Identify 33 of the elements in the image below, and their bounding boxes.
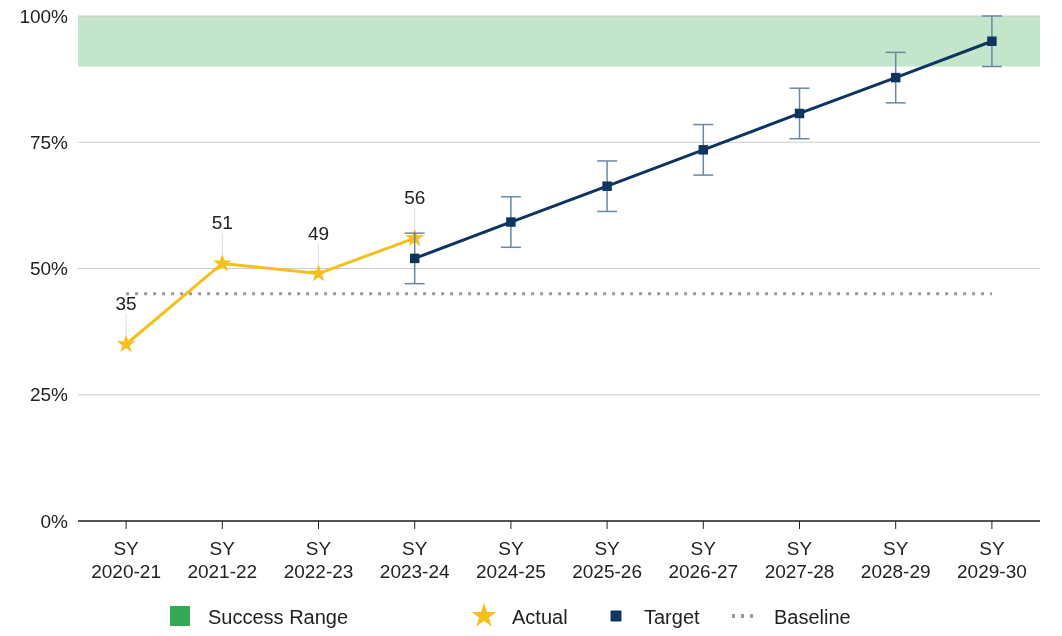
point [116,334,136,353]
point [506,217,516,227]
x-tick-label: SY 2023-24 [379,538,450,582]
legend-label: Target [644,606,701,628]
point [890,72,901,83]
legend-label: Success Range [208,606,349,628]
data-label: 51 [211,212,233,234]
x-tick-label: SY 2029-30 [957,538,1027,582]
data-label: 49 [307,222,330,244]
x-tick-label: SY 2028-29 [860,538,931,582]
point [602,181,612,191]
data-label: 56 [404,187,426,209]
y-tick-label: 0% [40,510,69,532]
x-tick-label: SY 2021-22 [187,538,258,582]
y-tick-label: 50% [29,258,69,280]
point [212,253,232,272]
y-tick-label: 25% [29,384,69,406]
x-tick-label: SY 2024-25 [476,538,546,582]
point [698,145,709,155]
x-tick-label: SY 2026-27 [668,538,739,582]
y-tick-label: 100% [19,5,69,27]
legend-label: Baseline [774,606,851,628]
x-tick-label: SY 2022-23 [283,538,354,582]
x-tick-label: SY 2020-21 [91,538,161,582]
point [309,263,328,282]
y-tick-label: 75% [29,131,69,153]
data-label: 35 [115,293,137,315]
point [987,36,997,46]
legend-label: Actual [512,606,568,628]
point [409,253,420,264]
point [794,108,805,119]
x-tick-label: SY 2025-26 [572,538,642,582]
x-tick-label: SY 2027-28 [764,538,835,582]
